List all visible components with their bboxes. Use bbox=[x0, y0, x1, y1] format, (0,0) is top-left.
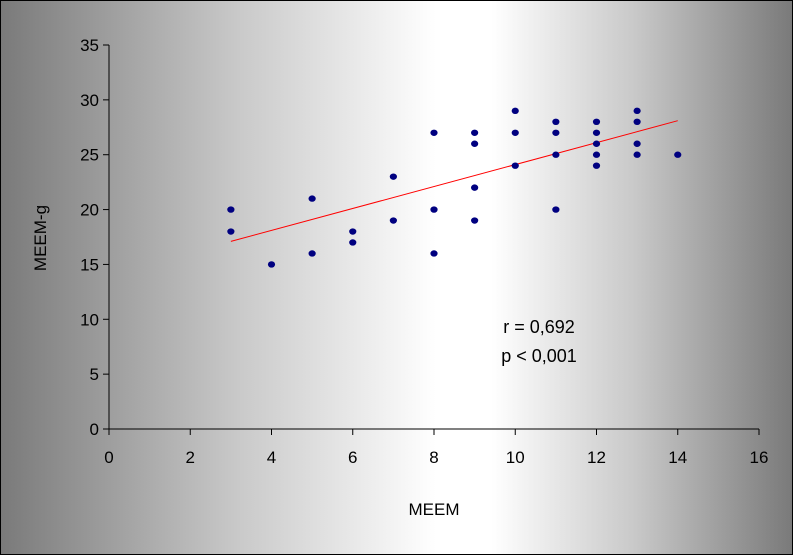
data-point bbox=[592, 140, 601, 147]
data-point bbox=[552, 129, 560, 136]
data-points bbox=[227, 107, 682, 268]
x-tick-label: 8 bbox=[429, 448, 438, 467]
data-point bbox=[430, 206, 438, 213]
data-point bbox=[592, 162, 601, 169]
data-point bbox=[633, 140, 641, 147]
y-tick-label: 30 bbox=[80, 91, 99, 110]
x-tick-label: 4 bbox=[267, 448, 276, 467]
data-point bbox=[471, 217, 479, 224]
data-point bbox=[308, 195, 316, 202]
data-point bbox=[308, 250, 316, 257]
data-point bbox=[227, 228, 235, 235]
data-point bbox=[430, 250, 438, 257]
x-tick-label: 14 bbox=[668, 448, 687, 467]
data-point bbox=[511, 129, 519, 136]
correlation-annotation: r = 0,692 bbox=[503, 317, 575, 337]
x-tick-label: 6 bbox=[348, 448, 357, 467]
y-tick-label: 35 bbox=[80, 36, 99, 55]
trendline bbox=[230, 120, 678, 242]
y-tick-label: 5 bbox=[90, 365, 99, 384]
p-value-annotation: p < 0,001 bbox=[501, 346, 577, 366]
data-point bbox=[633, 118, 641, 126]
data-point bbox=[552, 118, 560, 126]
y-axis-title: MEEM-g bbox=[31, 205, 50, 271]
y-tick-label: 20 bbox=[80, 201, 99, 220]
data-point bbox=[592, 151, 601, 158]
data-point bbox=[471, 129, 479, 136]
data-point bbox=[227, 206, 235, 213]
y-tick-label: 10 bbox=[80, 310, 99, 329]
x-tick-label: 0 bbox=[104, 448, 113, 467]
data-point bbox=[267, 261, 276, 268]
data-point bbox=[389, 173, 397, 180]
data-point bbox=[471, 140, 479, 147]
data-point bbox=[552, 151, 560, 158]
data-point bbox=[349, 239, 357, 246]
data-point bbox=[389, 217, 397, 224]
data-point bbox=[633, 151, 641, 158]
data-point bbox=[592, 129, 601, 136]
y-axis-ticks: 0 5 10 15 20 25 30 35 bbox=[80, 36, 109, 439]
x-tick-label: 16 bbox=[750, 448, 769, 467]
data-point bbox=[674, 151, 682, 158]
trendline-group bbox=[230, 120, 678, 242]
data-point bbox=[552, 206, 560, 213]
y-tick-label: 15 bbox=[80, 255, 99, 274]
x-tick-label: 12 bbox=[587, 448, 606, 467]
y-tick-label: 0 bbox=[90, 420, 99, 439]
y-tick-label: 25 bbox=[80, 146, 99, 165]
x-axis-title: MEEM bbox=[409, 500, 460, 519]
axes bbox=[108, 45, 759, 430]
x-tick-label: 10 bbox=[506, 448, 525, 467]
data-point bbox=[633, 107, 641, 115]
x-axis-ticks: 0 2 4 6 8 10 12 14 16 bbox=[104, 429, 768, 467]
data-point bbox=[471, 184, 479, 191]
data-point bbox=[349, 228, 357, 235]
data-point bbox=[592, 118, 601, 126]
x-tick-label: 2 bbox=[186, 448, 195, 467]
data-point bbox=[430, 129, 438, 136]
data-point bbox=[511, 162, 519, 169]
data-point bbox=[511, 107, 519, 115]
